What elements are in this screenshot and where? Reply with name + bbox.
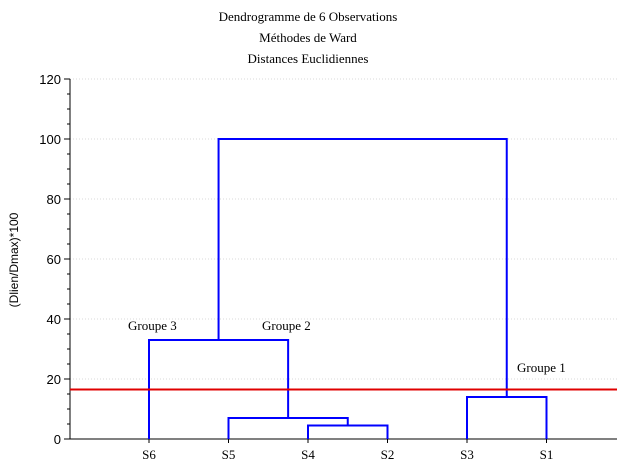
text-layer: Dendrogramme de 6 Observations Méthodes …: [7, 9, 566, 462]
chart-title-line-3: Distances Euclidiennes: [248, 51, 369, 66]
y-tick-label: 80: [47, 192, 61, 207]
merge-link-5: [217, 138, 508, 397]
group-label-1: Groupe 1: [517, 360, 566, 375]
chart-title-line-2: Méthodes de Ward: [259, 30, 357, 45]
y-tick-label: 100: [39, 132, 61, 147]
leaf-label-S3: S3: [460, 447, 474, 462]
group-label-2: Groupe 2: [262, 318, 311, 333]
axis-layer: [64, 78, 617, 443]
leaf-label-S1: S1: [540, 447, 554, 462]
leaf-label-S2: S2: [381, 447, 395, 462]
link-layer: [148, 138, 548, 439]
leaf-label-S4: S4: [301, 447, 315, 462]
y-tick-label: 20: [47, 372, 61, 387]
leaf-label-S5: S5: [222, 447, 236, 462]
merge-link-1: [307, 424, 389, 439]
group-label-3: Groupe 3: [128, 318, 177, 333]
y-tick-label: 40: [47, 312, 61, 327]
leaf-label-S6: S6: [142, 447, 156, 462]
y-axis-label: (Dlien/Dmax)*100: [7, 212, 21, 307]
merge-link-4: [466, 396, 548, 439]
grid-layer: [70, 78, 617, 380]
chart-title-line-1: Dendrogramme de 6 Observations: [219, 9, 398, 24]
y-tick-label: 120: [39, 72, 61, 87]
y-tick-label: 60: [47, 252, 61, 267]
y-tick-label: 0: [54, 432, 61, 447]
merge-link-2: [227, 417, 349, 439]
